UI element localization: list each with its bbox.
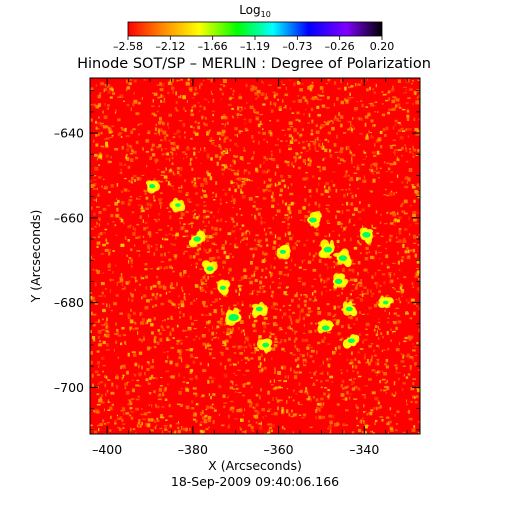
polarization-region [332, 273, 348, 289]
polarization-region [201, 260, 218, 275]
y-axis: –640 –660 –680 –700 [54, 90, 420, 431]
heatmap-background [90, 78, 420, 434]
x-tick-label: –400 [92, 442, 122, 457]
x-tick-label: –340 [349, 442, 379, 457]
polarization-region [307, 211, 323, 228]
colorbar [127, 21, 383, 37]
colorbar-label: Log10 [239, 3, 271, 19]
polarization-region [318, 239, 335, 259]
x-tick-label: –380 [178, 442, 208, 457]
colorbar-tick-label: –1.19 [240, 40, 270, 53]
polarization-region [341, 300, 358, 317]
timestamp: 18-Sep-2009 09:40:06.166 [171, 474, 339, 489]
polarization-region [225, 307, 242, 326]
polarization-region [333, 248, 352, 268]
y-tick-label: –640 [54, 126, 84, 141]
polarization-region [359, 227, 374, 245]
plot-frame [89, 77, 421, 435]
x-axis-label: X (Arcseconds) [208, 458, 302, 473]
y-tick-label: –680 [54, 295, 84, 310]
colorbar-tick-label: 0.20 [370, 40, 395, 53]
polarization-region [256, 338, 273, 354]
heatmap-plot [90, 78, 420, 434]
polarization-region [188, 230, 206, 248]
colorbar-tick-label: –2.58 [113, 40, 143, 53]
chart-title: Hinode SOT/SP – MERLIN : Degree of Polar… [77, 56, 431, 72]
colorbar-tick-label: –1.66 [198, 40, 228, 53]
y-tick-label: –660 [54, 210, 84, 225]
polarization-region [251, 301, 268, 319]
x-tick-label: –360 [264, 442, 294, 457]
colorbar-ticks: –2.58 –2.12 –1.66 –1.19 –0.73 –0.26 0.20 [113, 36, 394, 53]
y-axis-label: Y (Arcseconds) [28, 210, 43, 304]
heatmap-speckle [90, 78, 420, 434]
polarization-region [378, 295, 394, 309]
colorbar-tick-label: –0.73 [282, 40, 312, 53]
x-axis: –400 –380 –360 –340 [92, 78, 408, 457]
polarization-region [342, 334, 360, 349]
y-tick-label: –700 [54, 380, 84, 395]
polarization-region [169, 197, 186, 213]
polarization-region [217, 279, 231, 296]
colorbar-tick-label: –2.12 [155, 40, 185, 53]
colorbar-tick-label: –0.26 [325, 40, 355, 53]
polarization-region [276, 244, 291, 260]
polarization-region [317, 319, 335, 334]
polarization-region [145, 180, 161, 194]
